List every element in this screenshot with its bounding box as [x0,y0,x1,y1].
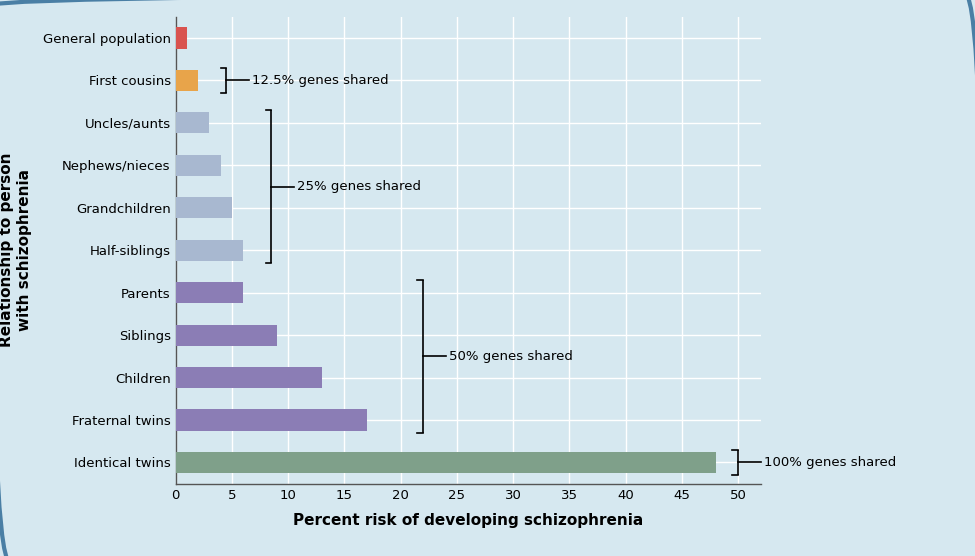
Bar [176,70,198,91]
Bar [176,325,277,346]
Bar [176,112,210,133]
Text: 100% genes shared: 100% genes shared [763,456,896,469]
Bar [176,197,232,219]
Text: 12.5% genes shared: 12.5% genes shared [252,74,389,87]
Bar [176,452,716,473]
Bar [176,409,367,431]
Bar [176,27,187,48]
Bar [176,367,322,388]
X-axis label: Percent risk of developing schizophrenia: Percent risk of developing schizophrenia [292,513,644,528]
Bar [176,155,220,176]
Bar [176,282,243,303]
Bar [176,240,243,261]
Text: 25% genes shared: 25% genes shared [297,180,421,193]
Text: 50% genes shared: 50% genes shared [448,350,572,363]
Y-axis label: Relationship to person
with schizophrenia: Relationship to person with schizophreni… [0,153,31,348]
